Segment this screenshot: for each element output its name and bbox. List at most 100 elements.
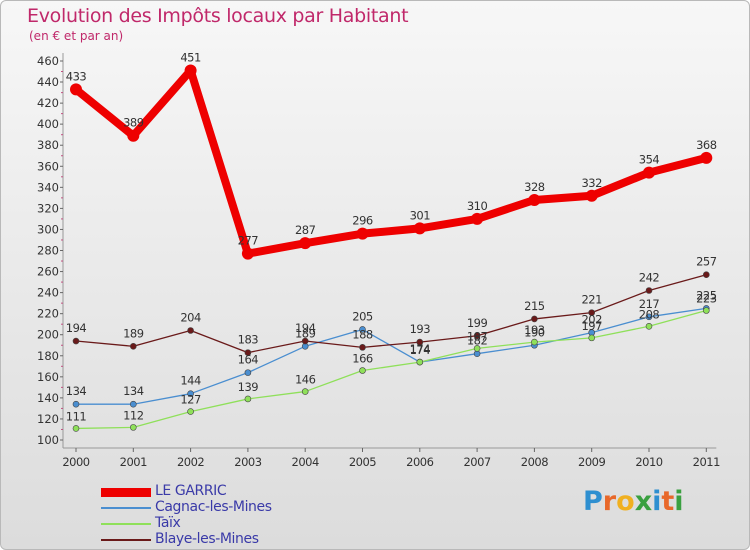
data-label: 188 xyxy=(352,327,373,341)
proxiti-logo: Proxiti xyxy=(583,486,684,517)
data-point xyxy=(130,343,137,350)
data-point xyxy=(531,338,538,346)
x-tick-label: 2009 xyxy=(578,455,605,469)
data-label: 189 xyxy=(295,326,316,340)
x-tick-label: 2001 xyxy=(120,455,147,469)
x-tick-label: 2002 xyxy=(177,455,204,469)
y-tick-label: 200 xyxy=(37,328,59,342)
x-tick-label: 2011 xyxy=(693,455,720,469)
y-tick-label: 300 xyxy=(37,222,59,236)
data-point xyxy=(127,129,140,142)
data-label: 208 xyxy=(639,307,660,321)
y-tick-label: 180 xyxy=(37,349,59,363)
series-line-blaye-les-mines xyxy=(75,274,707,354)
data-label: 190 xyxy=(524,325,545,339)
y-tick-label: 400 xyxy=(37,117,59,131)
y-tick-label: 340 xyxy=(37,180,59,194)
legend-label: Blaye-les-Mines xyxy=(155,531,259,547)
logo-letter: i xyxy=(652,486,662,517)
x-tick-label: 2006 xyxy=(406,455,433,469)
x-tick-label: 2008 xyxy=(521,455,548,469)
data-label: 354 xyxy=(639,153,660,167)
y-tick-label: 380 xyxy=(37,138,59,152)
y-tick-label: 440 xyxy=(37,75,59,89)
data-point xyxy=(244,395,252,403)
data-point xyxy=(473,332,481,340)
y-tick-label: 320 xyxy=(37,201,59,215)
data-label: 146 xyxy=(295,373,316,387)
data-label: 112 xyxy=(123,408,144,422)
series-line-cagnac-les-mines xyxy=(75,307,707,405)
data-label: 194 xyxy=(66,321,87,335)
y-tick-label: 260 xyxy=(37,265,59,279)
data-label: 127 xyxy=(180,393,201,407)
x-tick-label: 2004 xyxy=(292,455,319,469)
data-point xyxy=(72,400,80,408)
data-point xyxy=(130,424,137,431)
data-point xyxy=(244,369,252,376)
data-point xyxy=(473,345,481,352)
y-tick-label: 280 xyxy=(37,244,59,258)
data-label: 174 xyxy=(410,342,431,356)
data-label: 389 xyxy=(123,116,144,130)
data-label: 433 xyxy=(66,69,87,83)
data-label: 202 xyxy=(581,313,602,327)
x-tick-label: 2003 xyxy=(234,455,261,469)
data-point xyxy=(301,337,309,345)
legend-item: Blaye-les-Mines xyxy=(101,531,401,549)
data-label: 242 xyxy=(639,271,660,285)
data-point xyxy=(416,358,424,366)
data-point xyxy=(702,271,710,279)
data-label: 217 xyxy=(639,297,660,311)
data-point xyxy=(700,151,713,164)
data-point xyxy=(241,247,254,260)
data-point xyxy=(645,313,653,321)
data-point xyxy=(356,227,369,240)
data-label: 368 xyxy=(696,138,717,152)
data-label: 296 xyxy=(352,214,373,228)
data-point xyxy=(187,327,194,334)
data-point xyxy=(301,388,309,395)
data-label: 225 xyxy=(696,288,717,302)
data-label: 310 xyxy=(467,199,488,213)
legend-swatch xyxy=(101,507,151,509)
data-label: 328 xyxy=(524,180,545,194)
data-point xyxy=(187,390,194,397)
legend-item: LE GARRIC xyxy=(101,483,401,501)
logo-letter: t xyxy=(661,486,675,517)
data-label: 277 xyxy=(238,234,259,248)
data-point xyxy=(645,322,653,330)
y-tick-label: 460 xyxy=(37,54,59,68)
data-point xyxy=(244,349,252,356)
data-label: 221 xyxy=(581,293,602,307)
data-point xyxy=(72,425,80,432)
data-label: 193 xyxy=(524,323,545,337)
data-point xyxy=(588,334,596,342)
data-label: 205 xyxy=(352,309,373,323)
data-point xyxy=(184,64,197,77)
y-tick-label: 360 xyxy=(37,159,59,173)
y-tick-label: 220 xyxy=(37,307,59,321)
chart-title: Evolution des Impôts locaux par Habitant xyxy=(27,5,409,27)
logo-letter: x xyxy=(634,486,653,517)
logo-letter: P xyxy=(583,486,603,517)
x-tick-label: 2010 xyxy=(635,455,662,469)
data-point xyxy=(645,287,653,294)
data-label: 257 xyxy=(696,255,717,269)
data-label: 134 xyxy=(123,384,144,398)
data-point xyxy=(531,315,538,323)
x-tick-label: 2000 xyxy=(62,455,89,469)
y-tick-label: 100 xyxy=(37,433,59,447)
data-point xyxy=(187,408,194,415)
data-label: 332 xyxy=(581,176,602,190)
logo-letter: r xyxy=(602,486,617,517)
data-point xyxy=(528,193,541,206)
data-point xyxy=(72,337,80,345)
data-label: 111 xyxy=(66,409,87,423)
data-label: 183 xyxy=(238,333,259,347)
data-label: 287 xyxy=(295,223,316,237)
legend-item: Taïx xyxy=(101,515,401,533)
legend-swatch xyxy=(101,539,151,541)
data-point xyxy=(359,344,366,351)
